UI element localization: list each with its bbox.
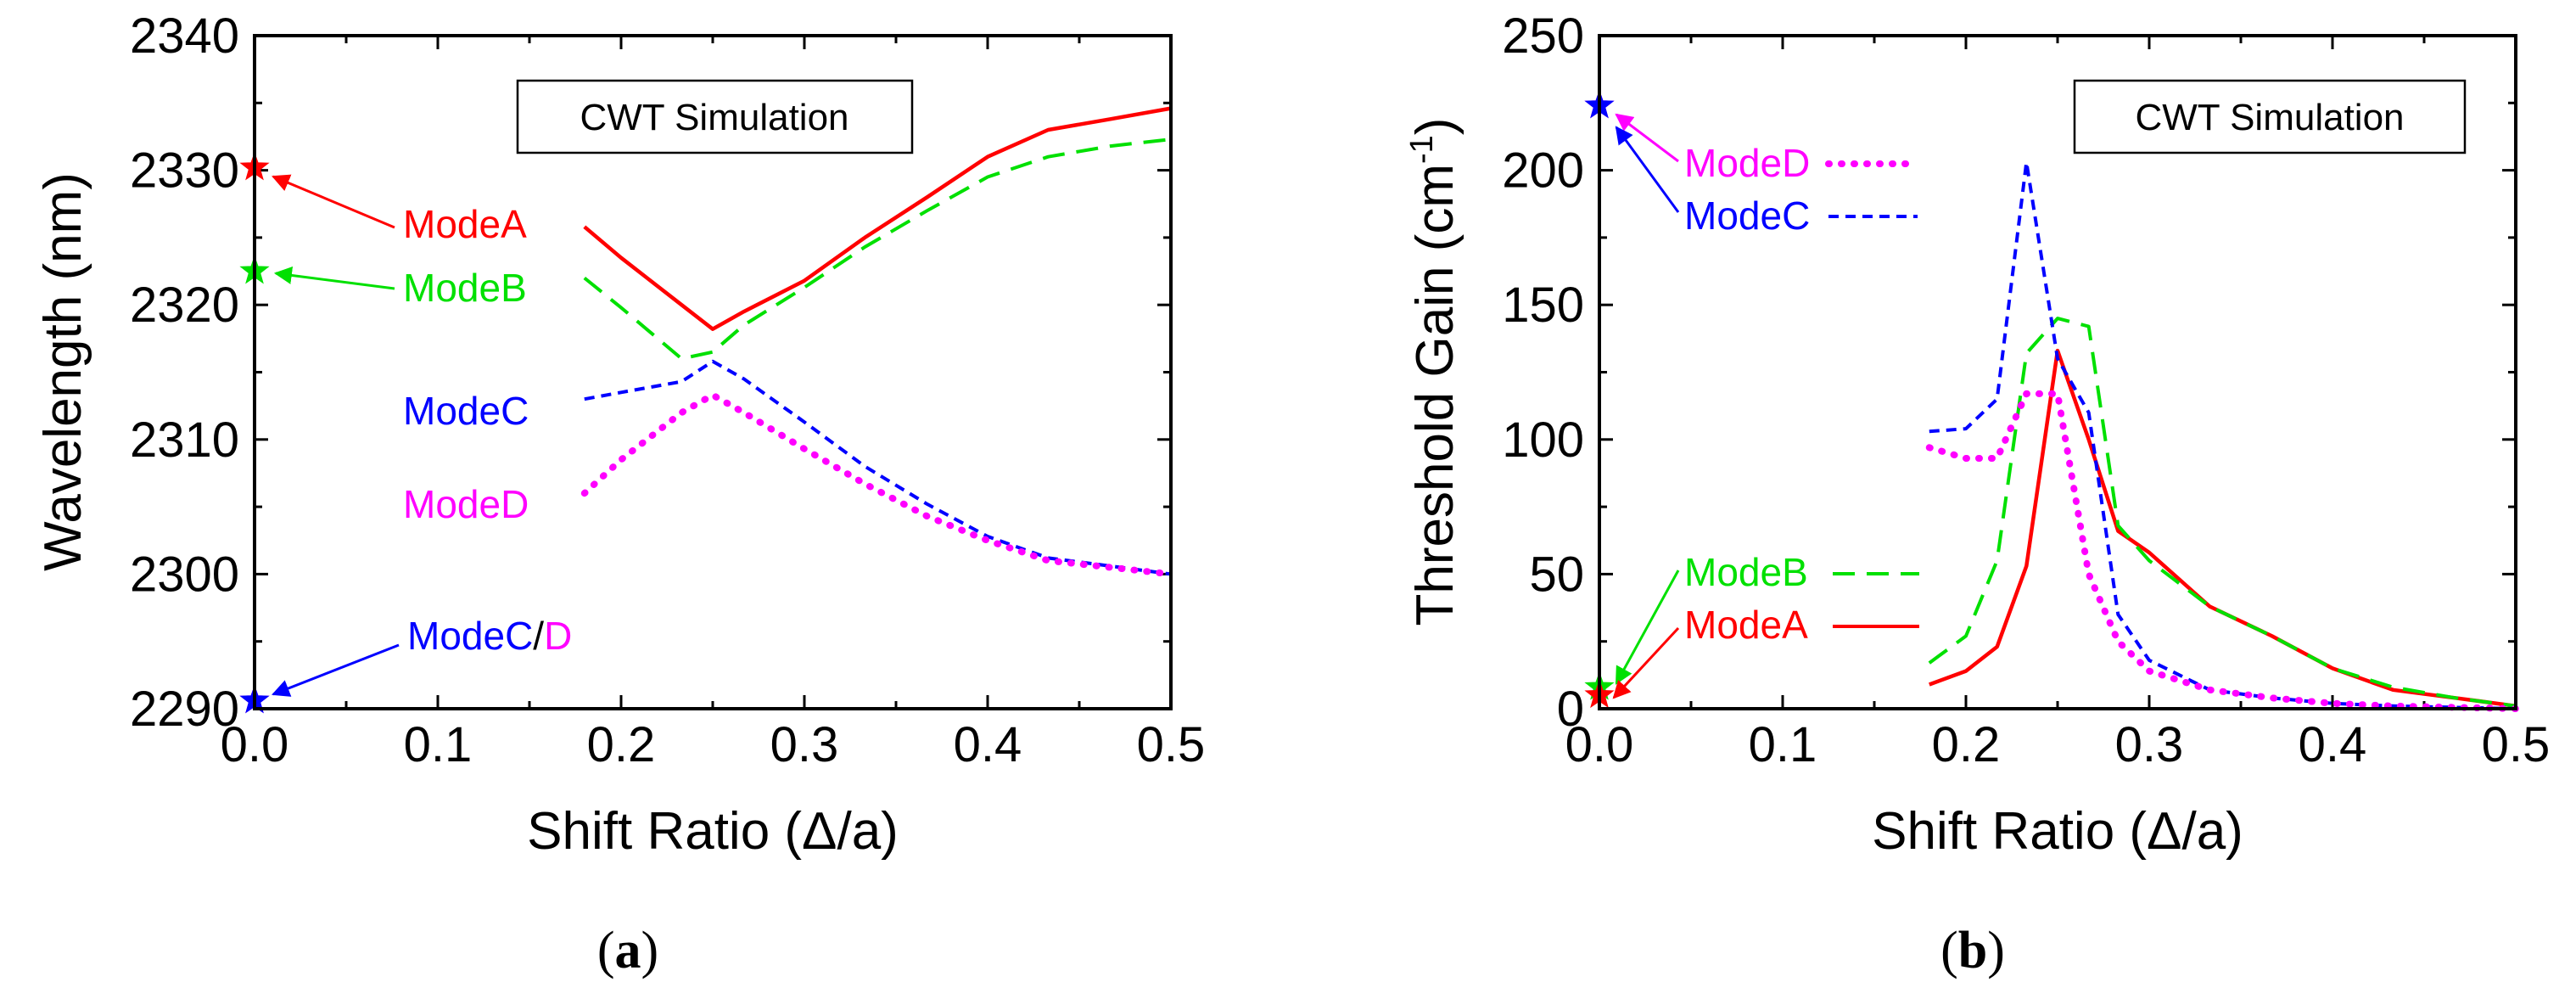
panel-a-series (580, 106, 1174, 578)
panel-b-panel-label: (b) (1940, 922, 2005, 979)
y-tick-label: 2300 (130, 547, 239, 602)
x-tick-label: 0.4 (954, 717, 1022, 772)
x-tick-label: 0.0 (1565, 717, 1634, 772)
panel-b-ticks: 0.0 0.1 0.2 0.3 0.4 0.5 0 50 100 150 200 250 (1502, 8, 2550, 772)
panel-a-ylabel: Wavelength (nm) (34, 172, 92, 571)
x-tick-label: 0.5 (2482, 717, 2551, 772)
panel-b-plot-frame (1598, 34, 2517, 710)
panel-a-annotation-box (516, 79, 914, 154)
panel-a-label-modeD: ModeD (403, 482, 529, 526)
panel-b-ylabel: Threshold Gain (cm-1) (1404, 118, 1464, 626)
y-tick-label: 2290 (130, 682, 239, 737)
series-line-modeb (1928, 317, 2517, 708)
panel-b-annotation-box (2073, 79, 2467, 154)
panel-a-wavelength-chart: 0.0 0.1 0.2 0.3 0.4 0.5 2290 2300 2310 2320 2330 23… (34, 8, 1205, 979)
x-tick-label: 0.1 (1749, 717, 1817, 772)
panel-a-arrow-modeA (272, 174, 395, 229)
panel-a-label-modeCD-d: D (544, 614, 572, 658)
x-tick-label: 0.4 (2299, 717, 2367, 772)
x-tick-label: 0.3 (770, 717, 839, 772)
panel-b-arrow-modeA (1612, 626, 1680, 699)
panel-a-ticks: 0.0 0.1 0.2 0.3 0.4 0.5 2290 2300 2310 2320 2330 23… (130, 8, 1205, 772)
series-line-moded (580, 391, 1174, 578)
panel-b-panel-letter: b (1958, 922, 1987, 979)
y-tick-label: 2330 (130, 143, 239, 199)
panel-a-label-modeCD-c: ModeC (407, 614, 533, 658)
panel-b-threshold-gain-chart: 0.0 0.1 0.2 0.3 0.4 0.5 0 50 100 150 200 250 CWT Si… (1404, 8, 2550, 979)
panel-b-arrow-modeD (1615, 113, 1679, 163)
panel-a-arrow-modeCD (272, 643, 400, 697)
series-line-modeb (583, 138, 1172, 361)
panel-b-series (1925, 160, 2519, 712)
y-tick-label: 50 (1529, 547, 1584, 602)
y-tick-label: 200 (1502, 143, 1584, 199)
series-line-moded (1925, 390, 2519, 712)
y-tick-label: 250 (1502, 8, 1584, 64)
panel-b-label-modeD: ModeD (1684, 141, 1810, 185)
panel-b-ylabel-sup: -1 (1404, 135, 1440, 164)
panel-b-xlabel: Shift Ratio (Δ/a) (1872, 802, 2243, 861)
panel-a-arrow-modeB (273, 266, 395, 290)
panel-b-annotation-text: CWT Simulation (2135, 97, 2404, 138)
panel-a-label-modeC: ModeC (403, 389, 529, 433)
panel-a-plot-frame (253, 34, 1173, 710)
panel-b-label-modeA: ModeA (1684, 603, 1808, 647)
y-tick-label: 150 (1502, 278, 1584, 333)
x-tick-label: 0.2 (1932, 717, 2001, 772)
panel-b-arrow-modeB (1615, 570, 1680, 685)
panel-a-panel-label: (a) (597, 922, 658, 979)
panel-a-label-modeCD-slash: / (533, 614, 544, 658)
y-tick-label: 2310 (130, 413, 239, 468)
panel-a-xlabel: Shift Ratio (Δ/a) (527, 802, 899, 861)
panel-a-label-modeB: ModeB (403, 266, 527, 310)
series-line-modea (583, 106, 1172, 331)
series-line-modec (1929, 160, 2517, 710)
panel-b-ylabel-main: Threshold Gain (cm (1406, 164, 1464, 626)
panel-b-label-modeB: ModeB (1684, 550, 1808, 594)
series-line-modea (1929, 348, 2517, 709)
panel-b-arrow-modeC (1615, 126, 1680, 213)
panel-a-label-modeA: ModeA (403, 202, 527, 246)
panel-b-label-modeC: ModeC (1684, 194, 1810, 238)
x-tick-label: 0.1 (404, 717, 473, 772)
panel-a-annotation-text: CWT Simulation (580, 97, 848, 138)
x-tick-label: 0.0 (221, 717, 289, 772)
y-tick-label: 2320 (130, 278, 239, 333)
y-tick-label: 0 (1557, 682, 1584, 737)
panel-b-ylabel-end: ) (1406, 118, 1464, 136)
series-line-modec (584, 359, 1172, 576)
panel-a-label-modeCD: ModeC/D (407, 614, 572, 658)
x-tick-label: 0.2 (587, 717, 656, 772)
y-tick-label: 100 (1502, 413, 1584, 468)
y-tick-label: 2340 (130, 8, 239, 64)
panel-a-panel-letter: a (615, 922, 641, 979)
x-tick-label: 0.3 (2115, 717, 2184, 772)
x-tick-label: 0.5 (1137, 717, 1206, 772)
